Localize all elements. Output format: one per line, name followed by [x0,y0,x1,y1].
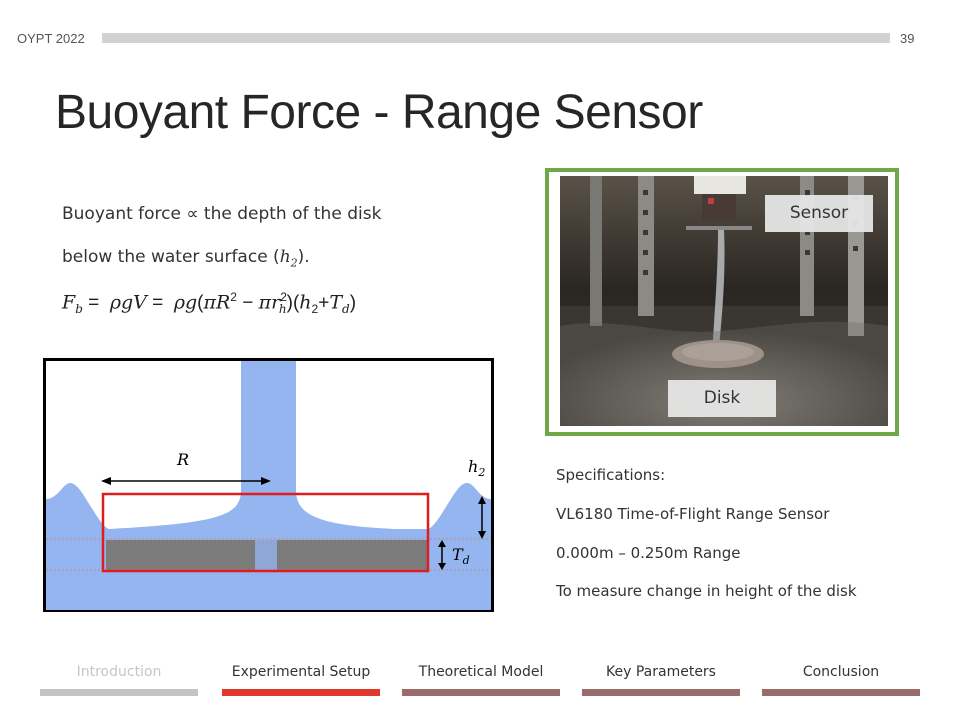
nav-introduction-bar [40,689,198,696]
page-number: 39 [900,31,915,46]
water-stream [109,361,428,538]
disk-hole [255,540,277,570]
body-line-2-suffix: ). [297,247,310,267]
nav-experimental-setup[interactable]: Experimental Setup [231,664,371,680]
spec-sensor-model: VL6180 Time-of-Flight Range Sensor [556,505,830,523]
slide-title: Buoyant Force - Range Sensor [55,86,703,139]
label-R: R [176,450,189,469]
var-h: h [279,247,291,267]
body-line-2: below the water surface (h2). [62,247,310,269]
nav-key-parameters[interactable]: Key Parameters [606,664,716,680]
conference-label: OYPT 2022 [17,31,85,46]
body-line-2-prefix: below the water surface ( [62,247,280,267]
label-Td: Td [452,545,470,567]
disk [106,540,255,570]
nav-key-parameters-bar [582,689,740,696]
disk-label: Disk [668,380,776,417]
buoyancy-formula: Fb = ρgV = ρg(πR2 − πr2h)(h2+Td) [62,290,357,317]
highlight-box [101,492,430,573]
spec-purpose: To measure change in height of the disk [556,582,857,600]
header-progress-bar [102,33,890,43]
nav-theoretical-model[interactable]: Theoretical Model [418,664,544,680]
label-h2: h2 [468,457,485,479]
sensor-label: Sensor [765,195,873,232]
label-h: h [468,457,478,476]
var-h-subscript: 2 [290,256,298,270]
spec-heading: Specifications: [556,466,666,484]
disk-diagram: R h2 Td [43,358,494,612]
nav-theoretical-model-bar [402,689,560,696]
body-line-1: Buoyant force ∝ the depth of the disk [62,204,382,224]
spec-range: 0.000m – 0.250m Range [556,544,741,562]
label-h-sub: 2 [477,466,485,479]
nav-conclusion[interactable]: Conclusion [802,664,880,680]
nav-introduction[interactable]: Introduction [76,664,162,680]
label-T-sub: d [463,554,470,567]
label-T: T [452,545,464,564]
nav-experimental-setup-bar [222,689,380,696]
nav-conclusion-bar [762,689,920,696]
